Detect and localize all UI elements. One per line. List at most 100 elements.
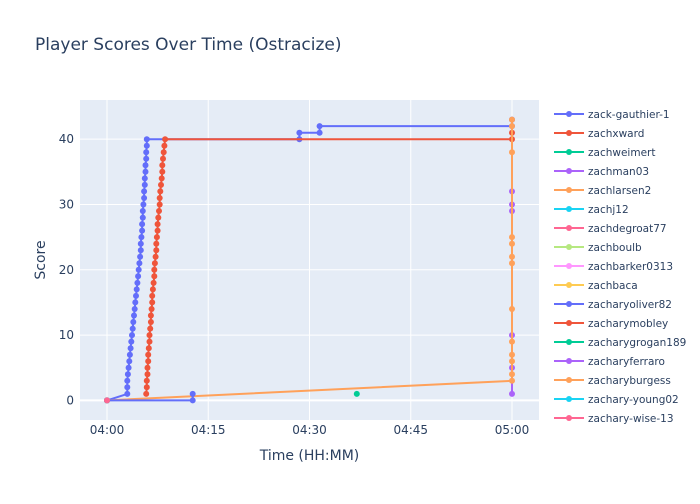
legend-label: zacharyferraro [588,356,665,368]
legend-item-zachbarker0313[interactable]: zachbarker0313 [554,261,673,273]
legend-item-zachary-young02[interactable]: zachary-young02 [554,394,679,406]
data-point [142,168,149,175]
series-zack-gauthier-1 [104,116,515,404]
legend-item-zachbaca[interactable]: zachbaca [554,280,638,292]
data-point [143,390,150,397]
data-point [155,214,162,221]
data-point [509,338,515,345]
x-tick-label: 05:00 [495,423,530,437]
legend-label: zachboulb [588,242,642,254]
data-point [142,162,149,169]
y-tick-label: 30 [59,197,74,211]
data-point [124,384,131,391]
data-point [147,319,154,325]
data-point [139,214,146,221]
legend-item-zack-gauthier-1[interactable]: zack-gauthier-1 [554,109,670,121]
data-point [159,162,166,169]
legend-item-zachxward[interactable]: zachxward [554,128,644,140]
legend-label: zachman03 [588,166,649,178]
legend-item-zacharyoliver82[interactable]: zacharyoliver82 [554,299,672,311]
data-point [134,279,141,286]
data-point [147,312,154,319]
data-point [189,397,196,404]
data-point [143,149,150,156]
legend-item-zacharyferraro[interactable]: zacharyferraro [554,356,665,368]
legend-marker [566,377,572,383]
legend-marker [566,244,572,250]
legend-item-zachdegroat77[interactable]: zachdegroat77 [554,223,667,235]
data-point [151,260,158,267]
data-point [152,253,159,260]
data-point [135,273,142,280]
data-point [145,345,152,352]
data-point [509,234,515,241]
legend-label: zachdegroat77 [588,223,667,235]
data-point [141,188,148,195]
data-point [160,155,166,162]
data-point [509,253,515,260]
data-point [509,306,515,312]
legend-label: zachj12 [588,204,629,216]
data-point [129,332,135,339]
data-point [125,364,132,371]
legend-item-zacharymobley[interactable]: zacharymobley [554,318,668,330]
data-point [137,253,144,260]
data-point [127,345,134,352]
legend-item-zachweimert[interactable]: zachweimert [554,147,655,159]
data-point [160,149,167,156]
data-point [149,299,156,306]
legend-item-zachboulb[interactable]: zachboulb [554,242,642,254]
legend-label: zachary-wise-13 [588,413,674,425]
legend-marker [566,301,572,307]
chart-title: Player Scores Over Time (Ostracize) [35,35,342,55]
series-zachweimert [353,390,360,397]
data-point [158,181,164,188]
data-point [138,234,145,241]
x-tick-label: 04:45 [393,423,428,437]
data-point [154,221,161,228]
legend-item-zacharygrogan189[interactable]: zacharygrogan189 [554,337,686,349]
y-tick-label: 0 [66,393,74,407]
legend-label: zachbaca [588,280,638,292]
legend-item-zachman03[interactable]: zachman03 [554,166,649,178]
data-point [151,273,158,280]
y-axis-label: Score [33,240,49,279]
data-point [153,240,160,247]
x-tick-labels: 04:00 04:15 04:30 04:45 05:00 [90,423,530,437]
data-point [104,397,110,404]
legend-marker [566,320,572,326]
data-point [143,136,150,143]
legend-item-zacharyburgess[interactable]: zacharyburgess [554,375,671,387]
data-point [296,129,303,136]
legend-item-zachary-wise-13[interactable]: zachary-wise-13 [554,413,674,425]
data-point [146,338,153,345]
legend-item-zachj12[interactable]: zachj12 [554,204,629,216]
data-point [136,260,143,267]
legend-label: zachbarker0313 [588,261,673,273]
data-point [156,195,163,201]
legend-label: zacharygrogan189 [588,337,686,349]
legend-label: zacharyoliver82 [588,299,672,311]
data-point [149,292,156,299]
data-point [146,332,153,339]
legend-label: zack-gauthier-1 [588,109,670,121]
legend-marker [566,263,572,269]
data-point [149,286,156,293]
data-point [153,247,160,254]
legend-item-zachlarsen2[interactable]: zachlarsen2 [554,185,651,197]
data-point [509,260,515,267]
data-point [144,364,151,371]
data-point [162,136,169,143]
legend-marker [566,358,572,364]
data-point [509,240,515,247]
legend[interactable]: zack-gauthier-1 zachxward zachweimert zachm… [554,109,686,425]
legend-marker [566,168,572,174]
x-tick-label: 04:00 [90,423,125,437]
data-point [126,351,133,358]
legend-label: zachary-young02 [588,394,679,406]
legend-marker [566,282,572,288]
data-point [143,377,150,384]
data-point [131,306,138,312]
